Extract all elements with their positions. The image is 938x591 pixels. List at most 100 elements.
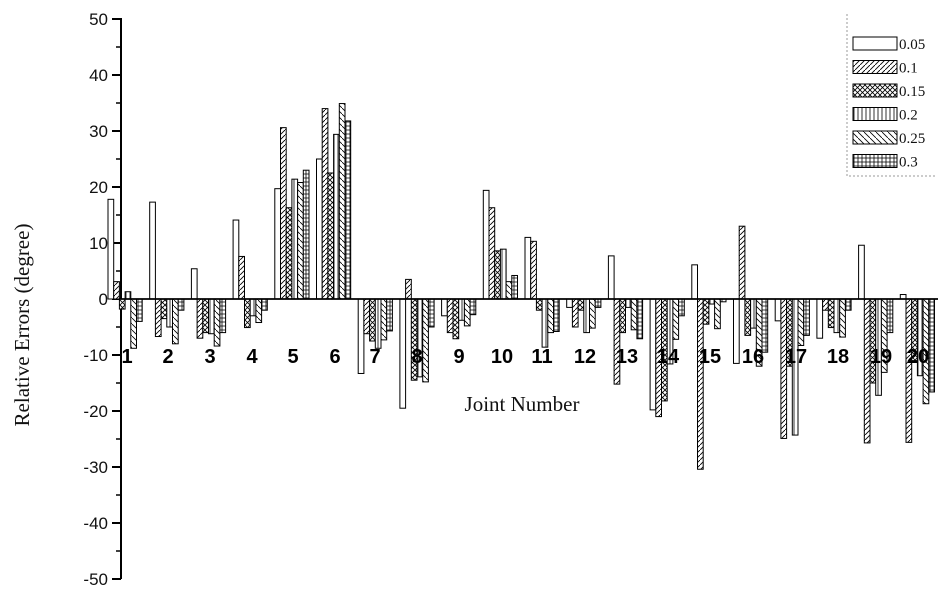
x-category-label: 18 — [827, 346, 849, 368]
bar-joint-14-series-1 — [649, 298, 657, 411]
bar-joint-2-series-4 — [166, 298, 174, 328]
x-category-label: 1 — [121, 346, 132, 368]
bar-joint-11-series-5 — [547, 298, 554, 334]
y-tick-label: -20 — [83, 402, 108, 421]
bar-joint-14-series-5 — [672, 298, 680, 340]
legend-frame — [846, 14, 936, 177]
bar-joint-3-series-2 — [196, 298, 204, 339]
y-tick-label: -40 — [83, 514, 108, 533]
legend-swatch — [852, 107, 898, 121]
legend-label: 0.2 — [899, 108, 918, 124]
bar-joint-5-series-5 — [297, 182, 304, 300]
bar-joint-19-series-3 — [869, 298, 877, 384]
y-axis: -50 -40 -30 -20 -10 0 10 20 30 40 50 — [83, 10, 122, 589]
bar-joint-12-series-2 — [571, 298, 579, 328]
x-category-label: 6 — [329, 346, 340, 368]
bar-joint-17-series-1 — [774, 298, 782, 322]
bar-joint-8-series-3 — [410, 298, 418, 381]
bar-joint-18-series-4 — [833, 298, 841, 334]
bar-joint-11-series-2 — [530, 240, 537, 300]
bar-joint-10-series-3 — [494, 250, 501, 300]
bar-joint-1-series-5 — [130, 298, 138, 349]
bar-joint-2-series-2 — [154, 298, 162, 338]
legend-label: 0.1 — [899, 61, 918, 77]
legend-swatch — [852, 60, 898, 74]
bar-joint-13-series-3 — [619, 298, 626, 334]
bar-joint-11-series-1 — [524, 236, 532, 300]
bar-joint-12-series-6 — [594, 298, 602, 308]
bar-joint-11-series-6 — [553, 298, 560, 332]
bar-joint-8-series-5 — [422, 298, 429, 383]
bar-joint-1-series-1 — [107, 198, 115, 300]
y-tick-label: 50 — [89, 10, 108, 29]
bar-joint-11-series-4 — [541, 298, 549, 348]
x-category-label: 4 — [246, 346, 258, 368]
bar-joint-4-series-2 — [238, 255, 246, 300]
legend-label: 0.25 — [899, 131, 925, 147]
y-tick-label: -50 — [83, 570, 108, 589]
bar-joint-5-series-3 — [285, 207, 293, 300]
bar-joint-16-series-6 — [761, 298, 769, 353]
bar-joint-12-series-4 — [583, 298, 590, 334]
x-category-label: 8 — [411, 346, 422, 368]
bar-joint-5-series-6 — [302, 169, 310, 300]
bar-joint-17-series-6 — [803, 298, 810, 336]
y-tick-label: 10 — [89, 234, 108, 253]
x-category-label: 19 — [870, 346, 892, 368]
bar-joint-9-series-3 — [452, 298, 460, 340]
bar-joint-6-series-4 — [333, 133, 340, 300]
x-category-label: 12 — [574, 346, 596, 368]
y-tick-label: 40 — [89, 66, 108, 85]
bar-joint-9-series-6 — [469, 298, 477, 316]
bar-joint-19-series-1 — [858, 244, 865, 300]
bar-joint-9-series-4 — [458, 298, 465, 321]
bar-joint-18-series-5 — [839, 298, 846, 338]
legend-label: 0.15 — [899, 84, 925, 100]
bar-joint-19-series-2 — [863, 298, 871, 444]
bar-joint-1-series-6 — [136, 298, 143, 322]
x-category-label: 2 — [162, 346, 173, 368]
bar-joint-15-series-3 — [702, 298, 710, 325]
bar-joint-5-series-1 — [274, 188, 281, 300]
bar-joint-3-series-6 — [219, 298, 227, 334]
bar-joint-10-series-1 — [482, 189, 490, 300]
x-category-label: 14 — [657, 346, 680, 368]
bar-joint-10-series-4 — [499, 248, 507, 300]
bar-joint-3-series-5 — [213, 298, 221, 347]
bar-joint-13-series-1 — [607, 255, 615, 300]
bar-joint-6-series-2 — [321, 108, 329, 300]
x-category-label: 16 — [742, 346, 764, 368]
y-tick-label: 30 — [89, 122, 108, 141]
bar-joint-7-series-5 — [380, 298, 388, 341]
bar-joint-4-series-6 — [261, 298, 268, 311]
x-category-label: 17 — [785, 346, 807, 368]
bar-joint-7-series-1 — [357, 298, 365, 374]
bar-joint-13-series-4 — [625, 298, 632, 308]
y-tick-label: 20 — [89, 178, 108, 197]
x-category-label: 10 — [491, 346, 513, 368]
legend-swatch — [852, 154, 898, 168]
bar-joint-6-series-1 — [316, 158, 323, 300]
bar-joint-15-series-2 — [697, 298, 704, 470]
bar-joint-19-series-6 — [886, 298, 894, 334]
x-category-label: 15 — [699, 346, 721, 368]
bar-joint-7-series-3 — [369, 298, 376, 342]
bar-joint-15-series-1 — [691, 264, 698, 300]
bar-joint-4-series-5 — [255, 298, 263, 324]
bar-joint-12-series-5 — [589, 298, 596, 329]
bar-joint-10-series-2 — [488, 207, 496, 300]
bar-joint-8-series-2 — [405, 278, 412, 300]
bar-joint-9-series-1 — [441, 298, 448, 317]
bar-joint-1-series-3 — [118, 298, 126, 310]
bar-joint-4-series-1 — [232, 219, 240, 300]
bar-joint-11-series-3 — [535, 298, 543, 311]
bar-joint-16-series-2 — [738, 225, 746, 300]
x-category-label: 3 — [204, 346, 215, 368]
bar-joint-20-series-2 — [905, 298, 913, 443]
bar-joint-2-series-6 — [177, 298, 185, 311]
y-tick-label: -30 — [83, 458, 108, 477]
bar-joint-17-series-5 — [797, 298, 805, 346]
bar-joint-10-series-5 — [505, 281, 513, 300]
legend-swatch — [852, 130, 898, 145]
